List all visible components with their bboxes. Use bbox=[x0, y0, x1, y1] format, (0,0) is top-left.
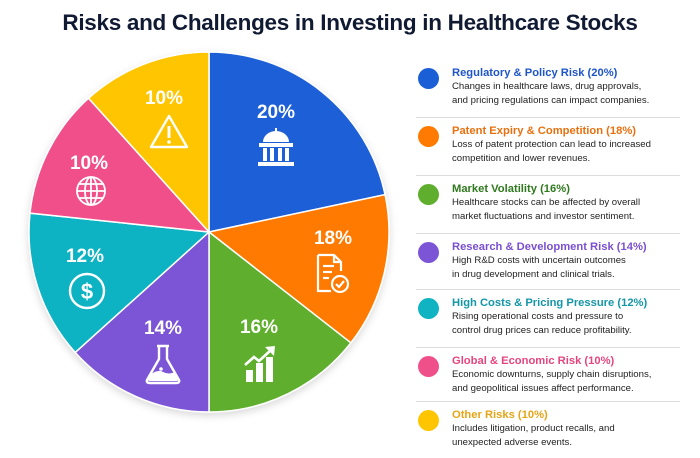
legend-description: Changes in healthcare laws, drug approva… bbox=[452, 81, 642, 92]
legend-color-dot bbox=[418, 356, 439, 377]
legend-color-dot bbox=[418, 298, 439, 319]
legend-description: control drug prices can reduce profitabi… bbox=[452, 325, 632, 336]
pie-slices bbox=[28, 51, 390, 413]
legend-description: High R&D costs with uncertain outcomes bbox=[452, 255, 626, 266]
pie-slice-costs bbox=[28, 212, 211, 354]
legend-item: Research & Development Risk (14%) High R&… bbox=[416, 234, 680, 290]
svg-text:$: $ bbox=[81, 279, 93, 304]
legend-description: Loss of patent protection can lead to in… bbox=[452, 139, 651, 150]
pie-slice-rnd bbox=[74, 230, 210, 413]
legend-description: competition and lower revenues. bbox=[452, 153, 591, 164]
slice-percent: 10% bbox=[145, 88, 183, 109]
pie-slice-patent bbox=[207, 193, 390, 344]
slice-percent: 20% bbox=[257, 102, 295, 123]
slice-label-other: 10% bbox=[145, 88, 189, 149]
legend-item: Regulatory & Policy Risk (20%) Changes in… bbox=[416, 62, 680, 118]
legend-item: Other Risks (10%) Includes litigation, pr… bbox=[416, 402, 680, 458]
slice-percent: 10% bbox=[70, 153, 108, 174]
dollar-icon: $ bbox=[68, 272, 106, 310]
slice-percent: 16% bbox=[240, 317, 278, 338]
slice-label-global: 10% bbox=[70, 153, 108, 206]
government-building-icon bbox=[258, 128, 294, 166]
pie-slice-other bbox=[87, 51, 210, 234]
legend-description: Rising operational costs and pressure to bbox=[452, 311, 624, 322]
legend-title: Patent Expiry & Competition (18%) bbox=[452, 125, 636, 137]
legend-description: unexpected adverse events. bbox=[452, 437, 573, 448]
chart-title: Risks and Challenges in Investing in Hea… bbox=[62, 10, 638, 35]
legend-description: Economic downturns, supply chain disrupt… bbox=[452, 369, 652, 380]
slice-percent: 12% bbox=[66, 246, 104, 267]
document-check-icon bbox=[316, 253, 350, 294]
slice-label-regulatory: 20% bbox=[257, 102, 295, 166]
slice-label-volatility: 16% bbox=[240, 317, 278, 382]
legend-item: Global & Economic Risk (10%) Economic dow… bbox=[416, 348, 680, 402]
slice-label-rnd: 14% bbox=[144, 318, 182, 385]
pie-slice-global bbox=[29, 97, 211, 233]
legend-item: High Costs & Pricing Pressure (12%) Risin… bbox=[416, 290, 680, 348]
legend-color-dot bbox=[418, 410, 439, 431]
legend-item: Patent Expiry & Competition (18%) Loss of… bbox=[416, 118, 680, 176]
legend-description: market fluctuations and investor sentime… bbox=[452, 211, 635, 222]
legend-description: Includes litigation, product recalls, an… bbox=[452, 423, 615, 434]
legend-description: in drug development and clinical trials. bbox=[452, 269, 615, 280]
legend-color-dot bbox=[418, 68, 439, 89]
slice-label-costs: 12% $ bbox=[66, 246, 106, 310]
warning-icon bbox=[149, 114, 189, 149]
pie-labels: 20% 18% bbox=[66, 88, 352, 385]
legend-item: Market Volatility (16%) Healthcare stocks… bbox=[416, 176, 680, 234]
legend-description: Healthcare stocks can be affected by ove… bbox=[452, 197, 641, 208]
legend-title: Other Risks (10%) bbox=[452, 409, 548, 421]
legend-title: Regulatory & Policy Risk (20%) bbox=[452, 67, 618, 79]
flask-icon bbox=[145, 344, 181, 385]
pie-slice-regulatory bbox=[208, 51, 386, 233]
legend-title: Market Volatility (16%) bbox=[452, 183, 570, 195]
pie-chart: 20% 18% bbox=[28, 51, 390, 413]
legend-description: and geopolitical issues affect performan… bbox=[452, 383, 634, 394]
legend-color-dot bbox=[418, 242, 439, 263]
legend-color-dot bbox=[418, 126, 439, 147]
pie-svg: 20% 18% bbox=[28, 51, 390, 413]
legend-title: Research & Development Risk (14%) bbox=[452, 241, 647, 253]
pie-slice-volatility bbox=[208, 230, 352, 413]
chart-growth-icon bbox=[244, 346, 275, 382]
slice-percent: 14% bbox=[144, 318, 182, 339]
legend: Regulatory & Policy Risk (20%) Changes in… bbox=[416, 62, 680, 458]
globe-icon bbox=[76, 176, 106, 206]
legend-title: Global & Economic Risk (10%) bbox=[452, 355, 615, 367]
slice-percent: 18% bbox=[314, 228, 352, 249]
legend-color-dot bbox=[418, 184, 439, 205]
legend-title: High Costs & Pricing Pressure (12%) bbox=[452, 297, 648, 309]
slice-label-patent: 18% bbox=[314, 228, 352, 294]
legend-description: and pricing regulations can impact compa… bbox=[452, 95, 650, 106]
